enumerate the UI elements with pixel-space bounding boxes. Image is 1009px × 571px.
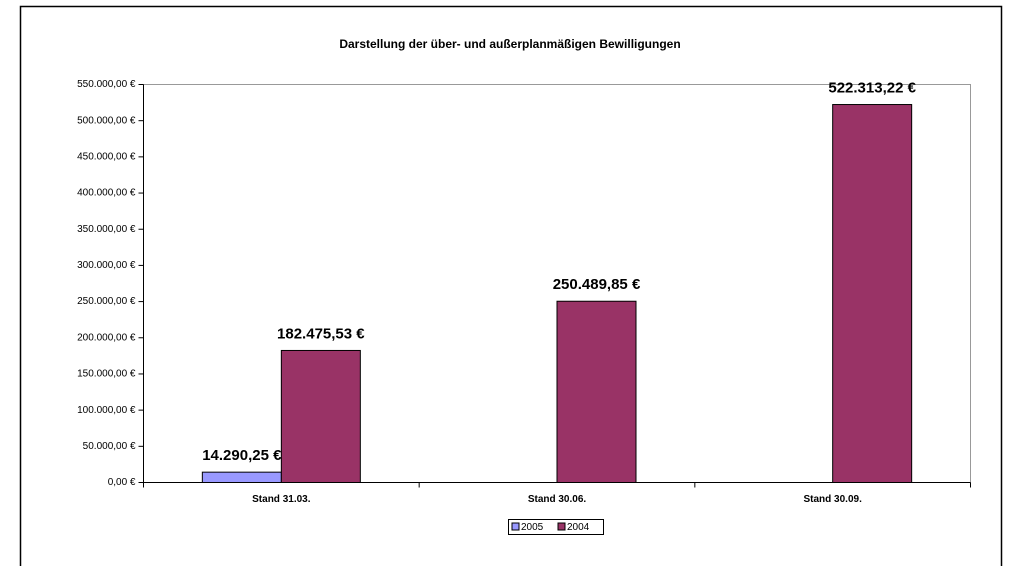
y-tick-label: 350.000,00 € [77,224,136,235]
y-tick-label: 450.000,00 € [77,152,136,163]
y-tick-label: 100.000,00 € [77,405,136,416]
legend-swatch [511,522,520,531]
value-label: 522.313,22 € [828,80,916,97]
bar [556,300,637,484]
chart-title: Darstellung der über- und außerplanmäßig… [339,37,680,51]
bar [280,349,361,483]
y-tick-label: 0,00 € [108,477,136,488]
y-tick-label: 400.000,00 € [77,188,136,199]
y-tick-label: 300.000,00 € [77,260,136,271]
y-tick-label: 200.000,00 € [77,332,136,343]
bar [201,471,282,484]
x-tick-label: Stand 30.09. [803,494,862,505]
value-label: 182.475,53 € [277,325,365,342]
y-tick-label: 250.000,00 € [77,296,136,307]
bar [832,104,913,484]
x-tick-label: Stand 31.03. [252,494,311,505]
value-label: 14.290,25 € [202,447,282,464]
x-tick-label: Stand 30.06. [528,494,587,505]
legend-box [508,519,604,535]
value-label: 250.489,85 € [553,276,641,293]
legend-label: 2005 [521,522,544,533]
y-tick-label: 550.000,00 € [77,79,136,90]
y-tick-label: 50.000,00 € [83,441,136,452]
y-tick-label: 150.000,00 € [77,369,136,380]
y-tick-label: 500.000,00 € [77,115,136,126]
legend-label: 2004 [567,522,590,533]
legend-swatch [557,522,566,531]
